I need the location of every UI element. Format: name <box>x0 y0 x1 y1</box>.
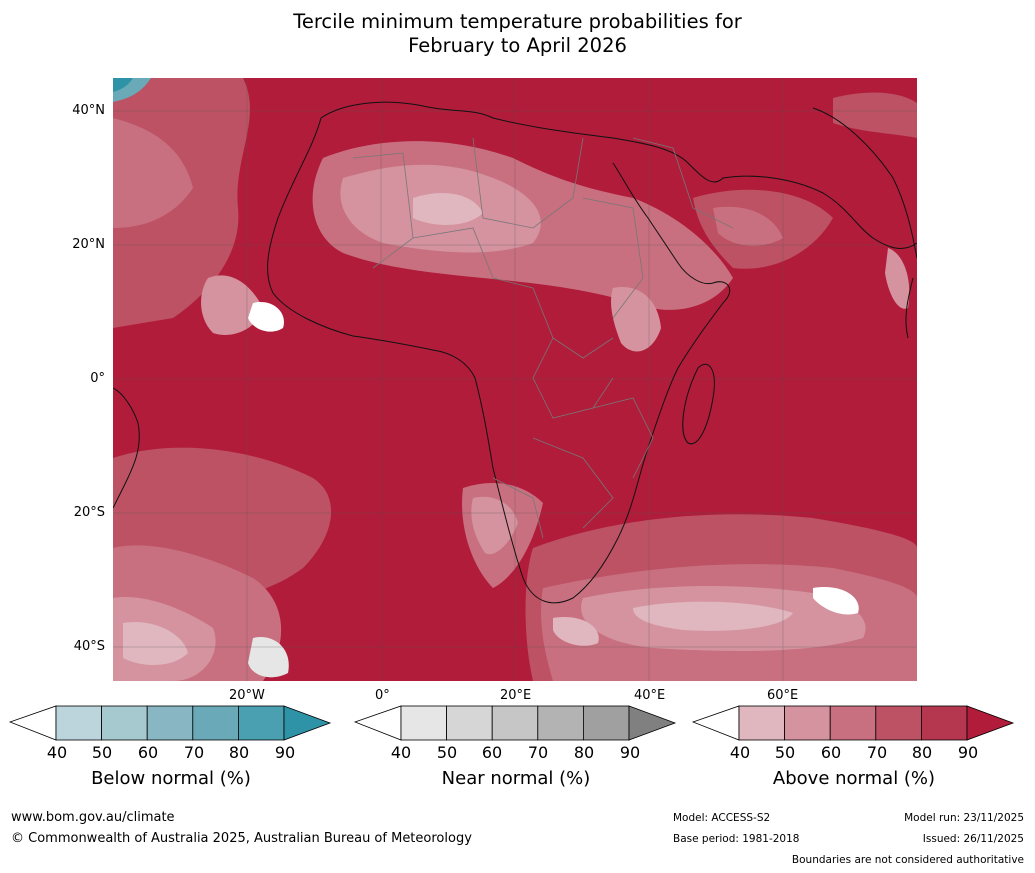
near-extension-low <box>354 705 402 741</box>
below-tick-60: 60 <box>137 743 159 762</box>
copyright-text: © Commonwealth of Australia 2025, Austra… <box>11 831 472 846</box>
near-swatch-3 <box>491 705 539 741</box>
near-normal-title: Near normal (%) <box>441 768 591 789</box>
above-swatch-3 <box>829 705 877 741</box>
near-swatch-1 <box>400 705 447 741</box>
below-tick-50: 50 <box>91 743 113 762</box>
website-link[interactable]: www.bom.gov.au/climate <box>11 810 175 825</box>
lat-label-20s: 20°S <box>73 505 105 520</box>
below-extension-high <box>283 705 332 741</box>
below-normal-title: Below normal (%) <box>91 768 251 789</box>
near-tick-50: 50 <box>436 743 458 762</box>
above-normal-title: Above normal (%) <box>772 768 936 789</box>
below-extension-low <box>9 705 57 741</box>
near-tick-40: 40 <box>390 743 412 762</box>
near-tick-60: 60 <box>481 743 503 762</box>
above-swatch-4 <box>875 705 922 741</box>
above-swatch-1 <box>738 705 785 741</box>
lon-label-20e: 20°E <box>500 688 532 703</box>
lon-label-40e: 40°E <box>634 688 666 703</box>
lon-label-60e: 60°E <box>767 688 799 703</box>
below-tick-80: 80 <box>228 743 250 762</box>
lat-label-0: 0° <box>90 371 105 386</box>
near-swatch-2 <box>446 705 493 741</box>
near-extension-high <box>628 705 677 741</box>
below-swatch-1 <box>55 705 102 741</box>
above-swatch-5 <box>920 705 968 741</box>
country-boundaries <box>352 137 734 539</box>
below-swatch-3 <box>146 705 194 741</box>
above-tick-80: 80 <box>911 743 933 762</box>
model-run-date: Model run: 23/11/2025 <box>904 812 1024 824</box>
lon-label-0: 0° <box>375 688 390 703</box>
lat-label-20n: 20°N <box>72 237 105 252</box>
graticule <box>113 78 917 681</box>
map-canvas <box>113 78 917 681</box>
below-tick-90: 90 <box>274 743 296 762</box>
lon-label-20w: 20°W <box>229 688 265 703</box>
near-swatch-4 <box>537 705 584 741</box>
near-tick-70: 70 <box>527 743 549 762</box>
coastlines <box>113 101 917 604</box>
above-tick-50: 50 <box>774 743 796 762</box>
above-tick-40: 40 <box>729 743 751 762</box>
title-line-2: February to April 2026 <box>408 34 627 57</box>
near-swatch-5 <box>582 705 630 741</box>
boundaries-disclaimer: Boundaries are not considered authoritat… <box>791 854 1024 866</box>
near-tick-80: 80 <box>573 743 595 762</box>
below-swatch-2 <box>101 705 148 741</box>
below-swatch-5 <box>237 705 285 741</box>
lat-label-40s: 40°S <box>73 639 105 654</box>
below-swatch-4 <box>192 705 239 741</box>
above-extension-low <box>692 705 740 741</box>
above-tick-90: 90 <box>957 743 979 762</box>
below-tick-40: 40 <box>46 743 68 762</box>
probability-map <box>113 78 917 681</box>
above-normal-colorbar <box>692 705 1015 741</box>
near-normal-colorbar <box>354 705 677 741</box>
above-tick-70: 70 <box>866 743 888 762</box>
base-period: Base period: 1981-2018 <box>673 833 800 845</box>
below-tick-70: 70 <box>183 743 205 762</box>
model-name: Model: ACCESS-S2 <box>673 812 771 824</box>
above-extension-high <box>966 705 1015 741</box>
above-swatch-2 <box>784 705 831 741</box>
near-tick-90: 90 <box>619 743 641 762</box>
issued-date: Issued: 26/11/2025 <box>922 833 1024 845</box>
below-normal-colorbar <box>9 705 332 741</box>
title-line-1: Tercile minimum temperature probabilitie… <box>293 10 742 33</box>
above-tick-60: 60 <box>820 743 842 762</box>
chart-title: Tercile minimum temperature probabilitie… <box>0 10 1035 58</box>
lat-label-40n: 40°N <box>72 103 105 118</box>
